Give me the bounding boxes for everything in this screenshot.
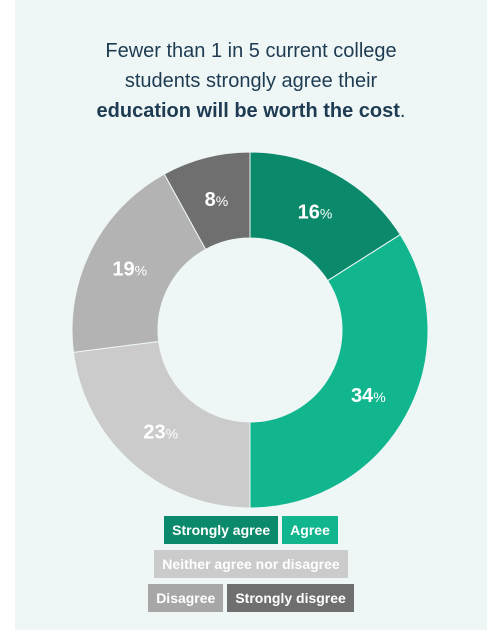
slice-value-label: 19% [112,259,147,281]
heading-line-2: students strongly agree their [124,70,378,92]
chart-heading: Fewer than 1 in 5 current college studen… [15,36,487,126]
heading-line-1: Fewer than 1 in 5 current college [105,40,397,62]
heading-emphasis: education will be worth the cost [96,100,400,122]
donut-slice-agree [249,233,429,509]
slice-value-label: 34% [351,385,386,407]
legend-row: Disagree Strongly disgree [15,584,487,612]
legend-item-strongly-disgree: Strongly disgree [227,584,354,612]
slice-value-label: 16% [298,202,333,224]
legend-item-neither-agree-nor-disagree: Neither agree nor disagree [154,550,348,578]
slice-value-label: 8% [205,189,229,211]
donut-slice-disagree [71,173,207,353]
donut-slice-strongly-disgree [163,151,251,251]
legend-item-agree: Agree [282,516,338,544]
legend-row: Neither agree nor disagree [15,550,487,578]
donut-slice-neither-agree-nor-disagree [72,340,251,509]
heading-period: . [399,100,406,122]
chart-legend: Strongly agree Agree Neither agree nor dis… [15,516,487,618]
slice-value-label: 23% [143,421,178,443]
heading-line-3: education will be worth the cost. [15,96,487,126]
legend-item-strongly-agree: Strongly agree [164,516,279,544]
legend-item-disagree: Disagree [148,584,224,612]
legend-row: Strongly agree Agree [15,516,487,544]
donut-slice-strongly-agree [249,151,401,282]
